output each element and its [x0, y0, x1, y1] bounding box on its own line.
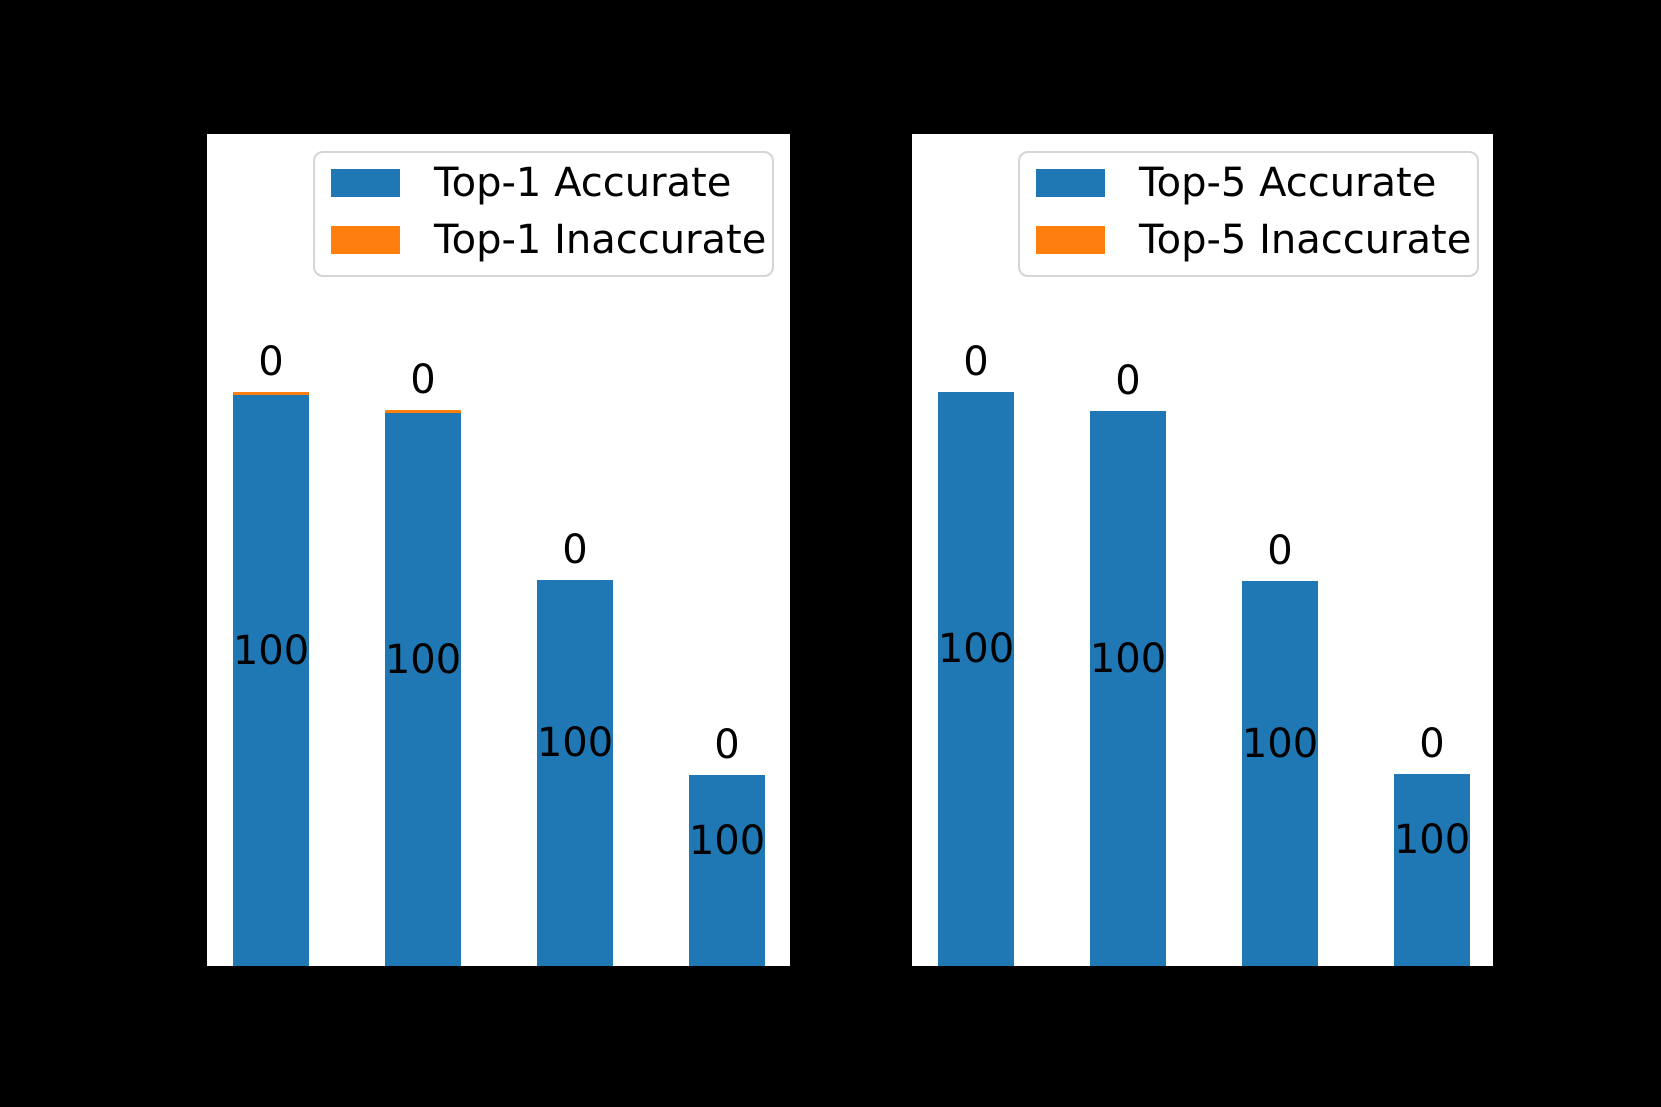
legend-entry-inaccurate: Top-5 Inaccurate	[1036, 214, 1471, 265]
bar-segment-accurate	[938, 392, 1014, 966]
left-subplot: 0 100 0 100 0 100 0 100 Top-1 Accurate Top-1 In…	[207, 134, 790, 966]
accurate-count-label: 100	[1393, 817, 1471, 863]
bar-segment-accurate	[233, 395, 309, 966]
bar-segment-inaccurate	[385, 410, 461, 413]
left-plot-area: 0 100 0 100 0 100 0 100	[207, 134, 790, 966]
accurate-count-label: 100	[1241, 721, 1319, 767]
right-plot-area: 0 100 0 100 0 100 0 100	[912, 134, 1493, 966]
legend-swatch-accurate	[1036, 168, 1105, 197]
accurate-count-label: 100	[1089, 636, 1167, 682]
right-subplot: 0 100 0 100 0 100 0 100 Top-5 Accurate Top-5 In…	[912, 134, 1493, 966]
accurate-count-label: 100	[536, 720, 614, 766]
legend-swatch-inaccurate	[331, 225, 400, 254]
legend-label-inaccurate: Top-5 Inaccurate	[1139, 216, 1472, 263]
legend-label-accurate: Top-5 Accurate	[1139, 159, 1437, 206]
inaccurate-count-label: 0	[1267, 528, 1293, 574]
inaccurate-count-label: 0	[1419, 721, 1445, 767]
legend-entry-accurate: Top-5 Accurate	[1036, 157, 1461, 208]
bar-segment-inaccurate	[233, 392, 309, 395]
legend-entry-accurate: Top-1 Accurate	[331, 157, 756, 208]
right-legend: Top-5 Accurate Top-5 Inaccurate	[1018, 151, 1479, 277]
legend-swatch-inaccurate	[1036, 225, 1105, 254]
inaccurate-count-label: 0	[1115, 358, 1141, 404]
bar-segment-accurate	[1242, 581, 1318, 966]
bar-segment-accurate	[537, 580, 613, 966]
inaccurate-count-label: 0	[714, 722, 740, 768]
inaccurate-count-label: 0	[410, 357, 436, 403]
left-legend: Top-1 Accurate Top-1 Inaccurate	[313, 151, 774, 277]
accurate-count-label: 100	[937, 626, 1015, 672]
bar-segment-accurate	[1090, 411, 1166, 966]
legend-label-inaccurate: Top-1 Inaccurate	[434, 216, 767, 263]
bar-segment-accurate	[1394, 774, 1470, 966]
bar-segment-accurate	[689, 775, 765, 966]
legend-entry-inaccurate: Top-1 Inaccurate	[331, 214, 766, 265]
accurate-count-label: 100	[232, 628, 310, 674]
accurate-count-label: 100	[384, 637, 462, 683]
inaccurate-count-label: 0	[562, 527, 588, 573]
inaccurate-count-label: 0	[963, 339, 989, 385]
inaccurate-count-label: 0	[258, 339, 284, 385]
legend-swatch-accurate	[331, 168, 400, 197]
accurate-count-label: 100	[688, 818, 766, 864]
legend-label-accurate: Top-1 Accurate	[434, 159, 732, 206]
bar-segment-accurate	[385, 413, 461, 966]
